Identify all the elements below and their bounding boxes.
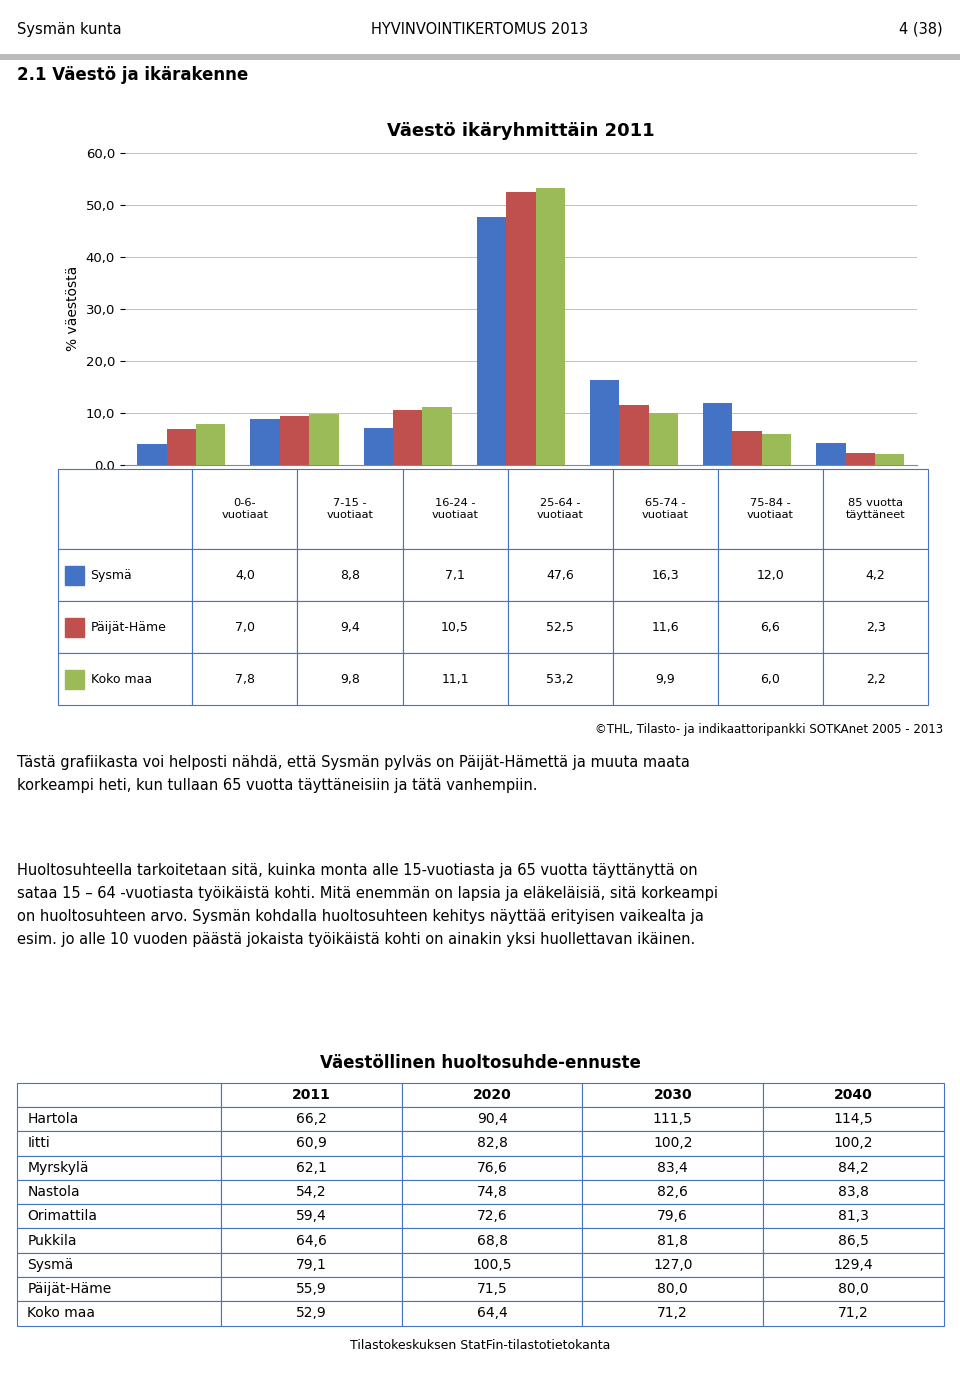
Bar [846,452,875,465]
Text: Väestöllinen huoltosuhde-ennuste: Väestöllinen huoltosuhde-ennuste [320,1055,641,1072]
Bar [422,407,452,465]
Bar [823,654,928,705]
Bar [612,550,718,601]
Bar [536,189,564,465]
Bar [58,601,192,654]
Bar [875,454,904,465]
Bar [298,601,402,654]
Bar [762,433,791,465]
Bar [508,601,612,654]
Bar [402,654,508,705]
Text: 9,8: 9,8 [340,673,360,686]
Text: Päijät-Häme: Päijät-Häme [90,620,166,634]
Text: 47,6: 47,6 [546,569,574,582]
Bar [477,218,506,465]
Bar [298,469,402,550]
Bar [823,550,928,601]
Text: 0-6-
vuotiaat: 0-6- vuotiaat [222,498,269,520]
Text: Tilastokeskuksen StatFin-tilastotietokanta: Tilastokeskuksen StatFin-tilastotietokan… [350,1339,611,1352]
Bar [196,425,226,465]
Bar [402,550,508,601]
Bar [589,380,619,465]
Bar [298,654,402,705]
Y-axis label: % väestöstä: % väestöstä [66,266,80,351]
Bar [718,469,823,550]
Bar [364,428,393,465]
Text: 8,8: 8,8 [340,569,360,582]
Text: 7-15 -
vuotiaat: 7-15 - vuotiaat [326,498,373,520]
Text: 9,4: 9,4 [340,620,360,634]
Text: 7,8: 7,8 [235,673,254,686]
Text: 16-24 -
vuotiaat: 16-24 - vuotiaat [432,498,479,520]
Bar [279,416,309,465]
Bar [309,414,339,465]
Bar [167,429,196,465]
Text: ©THL, Tilasto- ja indikaattoripankki SOTKAnet 2005 - 2013: ©THL, Tilasto- ja indikaattoripankki SOT… [594,723,943,736]
Text: 11,6: 11,6 [652,620,679,634]
Bar [506,192,536,465]
Bar [58,654,192,705]
Bar [402,601,508,654]
Bar [137,444,167,465]
Title: Väestö ikäryhmittäin 2011: Väestö ikäryhmittäin 2011 [387,122,655,140]
Text: 4,2: 4,2 [866,569,885,582]
Bar [58,469,192,550]
Bar [64,670,84,688]
Text: Sysmä: Sysmä [90,569,132,582]
Bar [508,469,612,550]
Bar [619,405,649,465]
Text: 75-84 -
vuotiaat: 75-84 - vuotiaat [747,498,794,520]
Bar [703,403,732,465]
Text: 85 vuotta
täyttäneet: 85 vuotta täyttäneet [846,498,905,520]
Text: 11,1: 11,1 [442,673,468,686]
Text: 2.1 Väestö ja ikärakenne: 2.1 Väestö ja ikärakenne [17,67,249,83]
Text: Koko maa: Koko maa [90,673,152,686]
Bar [718,550,823,601]
Text: 7,0: 7,0 [235,620,254,634]
Text: 6,0: 6,0 [760,673,780,686]
Text: 65-74 -
vuotiaat: 65-74 - vuotiaat [642,498,689,520]
Text: 25-64 -
vuotiaat: 25-64 - vuotiaat [537,498,584,520]
Bar [402,469,508,550]
Bar [251,419,279,465]
Text: 6,6: 6,6 [760,620,780,634]
Text: Sysmän kunta: Sysmän kunta [17,21,122,36]
Text: 10,5: 10,5 [442,620,469,634]
Bar [823,601,928,654]
Bar [732,430,762,465]
Text: Huoltosuhteella tarkoitetaan sitä, kuinka monta alle 15-vuotiasta ja 65 vuotta t: Huoltosuhteella tarkoitetaan sitä, kuink… [17,863,718,947]
Text: 4,0: 4,0 [235,569,254,582]
Text: 12,0: 12,0 [756,569,784,582]
Bar [192,469,298,550]
Bar [393,411,422,465]
Bar [508,550,612,601]
Bar [64,566,84,584]
Bar [649,414,678,465]
Bar [612,654,718,705]
Bar [718,654,823,705]
Bar [612,601,718,654]
Text: 53,2: 53,2 [546,673,574,686]
Bar [508,654,612,705]
Bar [298,550,402,601]
Text: 7,1: 7,1 [445,569,465,582]
Text: HYVINVOINTIKERTOMUS 2013: HYVINVOINTIKERTOMUS 2013 [372,21,588,36]
Bar [64,618,84,637]
Text: 2,3: 2,3 [866,620,885,634]
Text: 52,5: 52,5 [546,620,574,634]
Bar [612,469,718,550]
Bar [192,601,298,654]
Bar [192,654,298,705]
Text: 16,3: 16,3 [652,569,679,582]
Text: 4 (38): 4 (38) [900,21,943,36]
Text: 2,2: 2,2 [866,673,885,686]
Bar [823,469,928,550]
Bar [192,550,298,601]
Bar [58,550,192,601]
Bar [816,443,846,465]
Text: Tästä grafiikasta voi helposti nähdä, että Sysmän pylväs on Päijät-Hämettä ja mu: Tästä grafiikasta voi helposti nähdä, et… [17,755,690,793]
Bar [718,601,823,654]
Text: 9,9: 9,9 [656,673,675,686]
